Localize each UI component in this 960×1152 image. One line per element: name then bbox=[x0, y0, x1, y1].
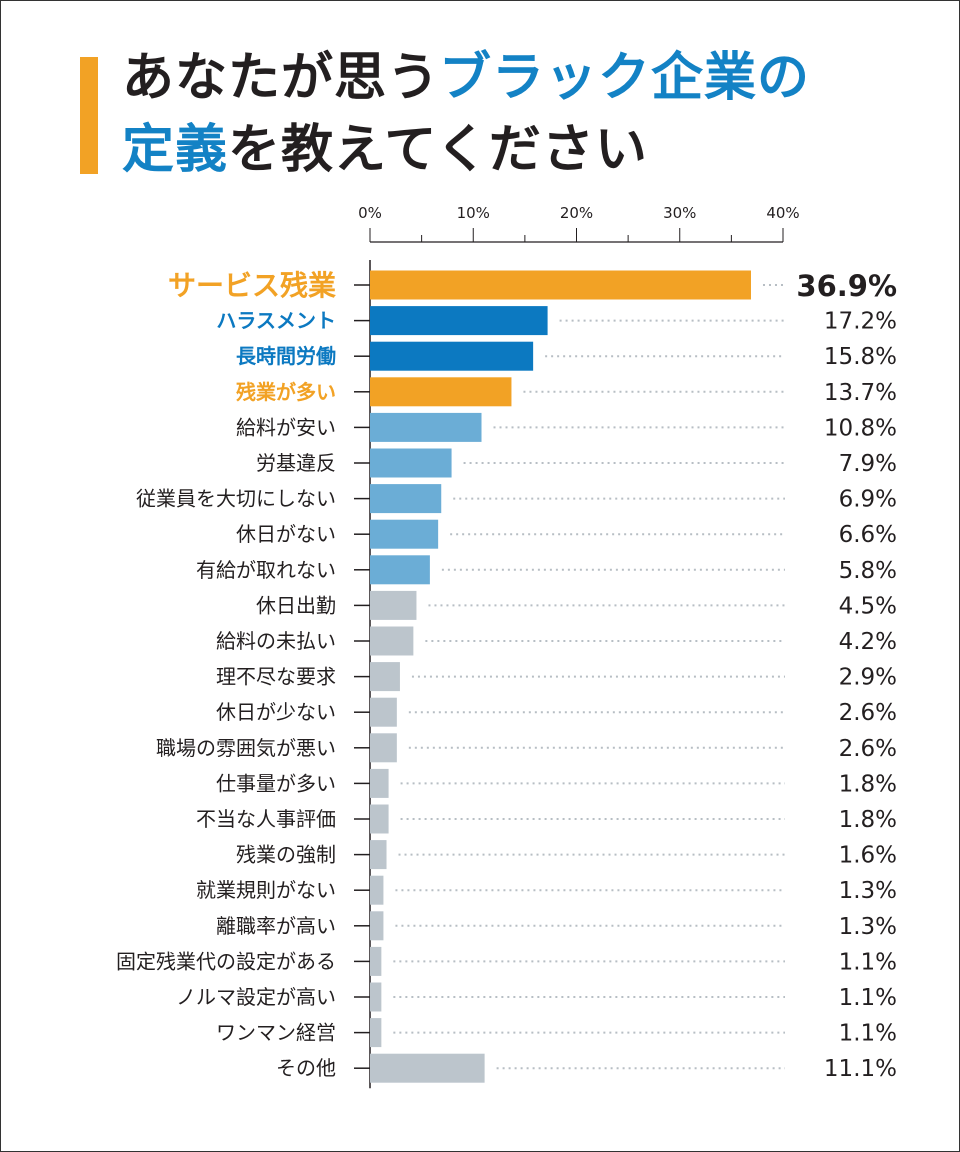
category-label: 休日が少ない bbox=[216, 700, 336, 724]
title-line2-part2: を教えてください bbox=[228, 120, 648, 180]
category-label: 残業の強制 bbox=[236, 843, 336, 867]
bar bbox=[370, 377, 512, 407]
bar bbox=[370, 519, 439, 549]
value-label: 2.6% bbox=[839, 736, 897, 762]
value-label: 4.5% bbox=[839, 593, 897, 619]
bar bbox=[370, 626, 414, 656]
category-label: 休日出勤 bbox=[256, 593, 336, 617]
category-label: 固定残業代の設定がある bbox=[116, 949, 336, 973]
value-label: 1.3% bbox=[839, 878, 897, 904]
category-label: 有給が取れない bbox=[196, 558, 336, 582]
value-label: 1.1% bbox=[839, 985, 897, 1011]
bar bbox=[370, 270, 751, 300]
bar bbox=[370, 341, 534, 371]
value-label: 2.6% bbox=[839, 700, 897, 726]
value-label: 1.3% bbox=[839, 914, 897, 940]
title-accent-bar bbox=[80, 57, 98, 174]
bar bbox=[370, 911, 384, 941]
value-label: 4.2% bbox=[839, 629, 897, 655]
bar bbox=[370, 697, 397, 727]
value-label: 36.9% bbox=[796, 269, 897, 303]
category-label: 理不尽な要求 bbox=[216, 665, 336, 689]
category-label: ノルマ設定が高い bbox=[176, 985, 336, 1009]
category-label: 給料が安い bbox=[236, 415, 336, 439]
category-label: 給料の未払い bbox=[216, 629, 336, 653]
bar bbox=[370, 306, 548, 336]
category-label: ワンマン経営 bbox=[216, 1021, 336, 1045]
bar bbox=[370, 662, 400, 692]
value-label: 1.1% bbox=[839, 949, 897, 975]
category-label: 仕事量が多い bbox=[216, 771, 336, 795]
x-tick-label: 40% bbox=[766, 204, 799, 222]
bar bbox=[370, 590, 417, 620]
bar bbox=[370, 484, 442, 514]
category-label: 長時間労働 bbox=[236, 344, 336, 368]
category-label: 残業が多い bbox=[236, 380, 336, 404]
bar bbox=[370, 804, 389, 834]
bar bbox=[370, 1018, 382, 1048]
x-tick-label: 30% bbox=[663, 204, 696, 222]
title-line1-part1: あなたが思う bbox=[122, 48, 439, 108]
category-label: 就業規則がない bbox=[196, 878, 336, 902]
bar bbox=[370, 448, 452, 478]
value-label: 1.8% bbox=[839, 807, 897, 833]
category-label: 職場の雰囲気が悪い bbox=[156, 736, 336, 760]
bar bbox=[370, 1053, 485, 1083]
bar bbox=[370, 875, 384, 905]
bar bbox=[370, 412, 482, 442]
value-label: 2.9% bbox=[839, 665, 897, 691]
value-label: 10.8% bbox=[824, 415, 897, 441]
value-label: 6.6% bbox=[839, 522, 897, 548]
value-label: 13.7% bbox=[824, 380, 897, 406]
page-title: あなたが思うブラック企業の定義を教えてください bbox=[122, 42, 810, 186]
value-label: 17.2% bbox=[824, 309, 897, 335]
bar bbox=[370, 840, 387, 870]
value-label: 5.8% bbox=[839, 558, 897, 584]
category-label: 従業員を大切にしない bbox=[136, 487, 336, 511]
category-label: 労基違反 bbox=[256, 451, 336, 475]
bar bbox=[370, 555, 430, 585]
x-tick-label: 0% bbox=[358, 204, 382, 222]
category-label: その他 bbox=[276, 1056, 336, 1080]
value-label: 7.9% bbox=[839, 451, 897, 477]
x-tick-label: 20% bbox=[560, 204, 593, 222]
value-label: 1.1% bbox=[839, 1021, 897, 1047]
bar bbox=[370, 733, 397, 763]
title-line1-part2: ブラック企業の bbox=[438, 48, 810, 108]
value-label: 1.6% bbox=[839, 843, 897, 869]
value-label: 15.8% bbox=[824, 344, 897, 370]
bar bbox=[370, 946, 382, 976]
category-label: サービス残業 bbox=[168, 269, 336, 302]
value-label: 1.8% bbox=[839, 771, 897, 797]
value-label: 11.1% bbox=[824, 1056, 897, 1082]
x-tick-label: 10% bbox=[457, 204, 490, 222]
title-line2-part1: 定義 bbox=[122, 120, 229, 180]
category-label: 不当な人事評価 bbox=[196, 807, 336, 831]
value-label: 6.9% bbox=[839, 487, 897, 513]
category-label: ハラスメント bbox=[216, 309, 336, 333]
bar bbox=[370, 768, 389, 798]
bar bbox=[370, 982, 382, 1012]
category-label: 休日がない bbox=[236, 522, 336, 546]
category-label: 離職率が高い bbox=[216, 914, 336, 938]
